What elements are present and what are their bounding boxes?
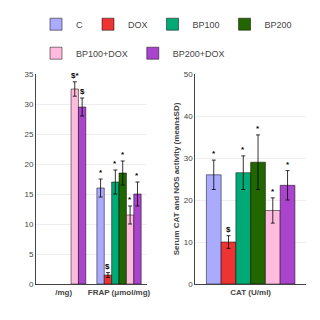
svg-text:BP100: BP100 (193, 20, 220, 30)
svg-text:*: * (99, 168, 103, 177)
svg-text:30: 30 (184, 154, 193, 163)
svg-text:C: C (76, 20, 83, 30)
svg-text:$*: $* (71, 71, 79, 80)
svg-text:35: 35 (24, 70, 33, 79)
svg-text:25: 25 (24, 130, 33, 139)
svg-text:*: * (256, 124, 260, 133)
svg-text:$: $ (80, 87, 85, 96)
svg-text:20: 20 (24, 160, 33, 169)
svg-text:10: 10 (184, 238, 193, 247)
svg-text:BP200: BP200 (265, 20, 292, 30)
svg-text:BP200+DOX: BP200+DOX (173, 49, 225, 59)
svg-text:/mg): /mg) (55, 288, 72, 297)
svg-text:$: $ (226, 225, 231, 234)
svg-text:*: * (128, 195, 132, 204)
svg-text:0: 0 (188, 280, 193, 289)
svg-text:BP100+DOX: BP100+DOX (76, 49, 128, 59)
svg-text:*: * (113, 159, 117, 168)
svg-text:10: 10 (24, 220, 33, 229)
svg-text:*: * (135, 171, 139, 180)
svg-text:40: 40 (184, 112, 193, 121)
svg-text:0: 0 (29, 280, 34, 289)
svg-text:DOX: DOX (128, 20, 148, 30)
svg-text:*: * (212, 149, 216, 158)
svg-text:30: 30 (24, 100, 33, 109)
svg-text:*: * (271, 187, 275, 196)
svg-text:5: 5 (29, 250, 34, 259)
svg-text:50: 50 (184, 70, 193, 79)
svg-text:*: * (286, 160, 290, 169)
svg-text:20: 20 (184, 196, 193, 205)
svg-text:*: * (121, 150, 125, 159)
svg-text:15: 15 (24, 190, 33, 199)
svg-text:Serum CAT and NOS activity (me: Serum CAT and NOS activity (mean±SD) (172, 102, 181, 255)
svg-text:$: $ (105, 262, 110, 271)
svg-text:FRAP (μmol/mg): FRAP (μmol/mg) (88, 288, 151, 297)
svg-text:CAT (U/ml): CAT (U/ml) (230, 288, 271, 297)
svg-text:*: * (241, 145, 245, 154)
